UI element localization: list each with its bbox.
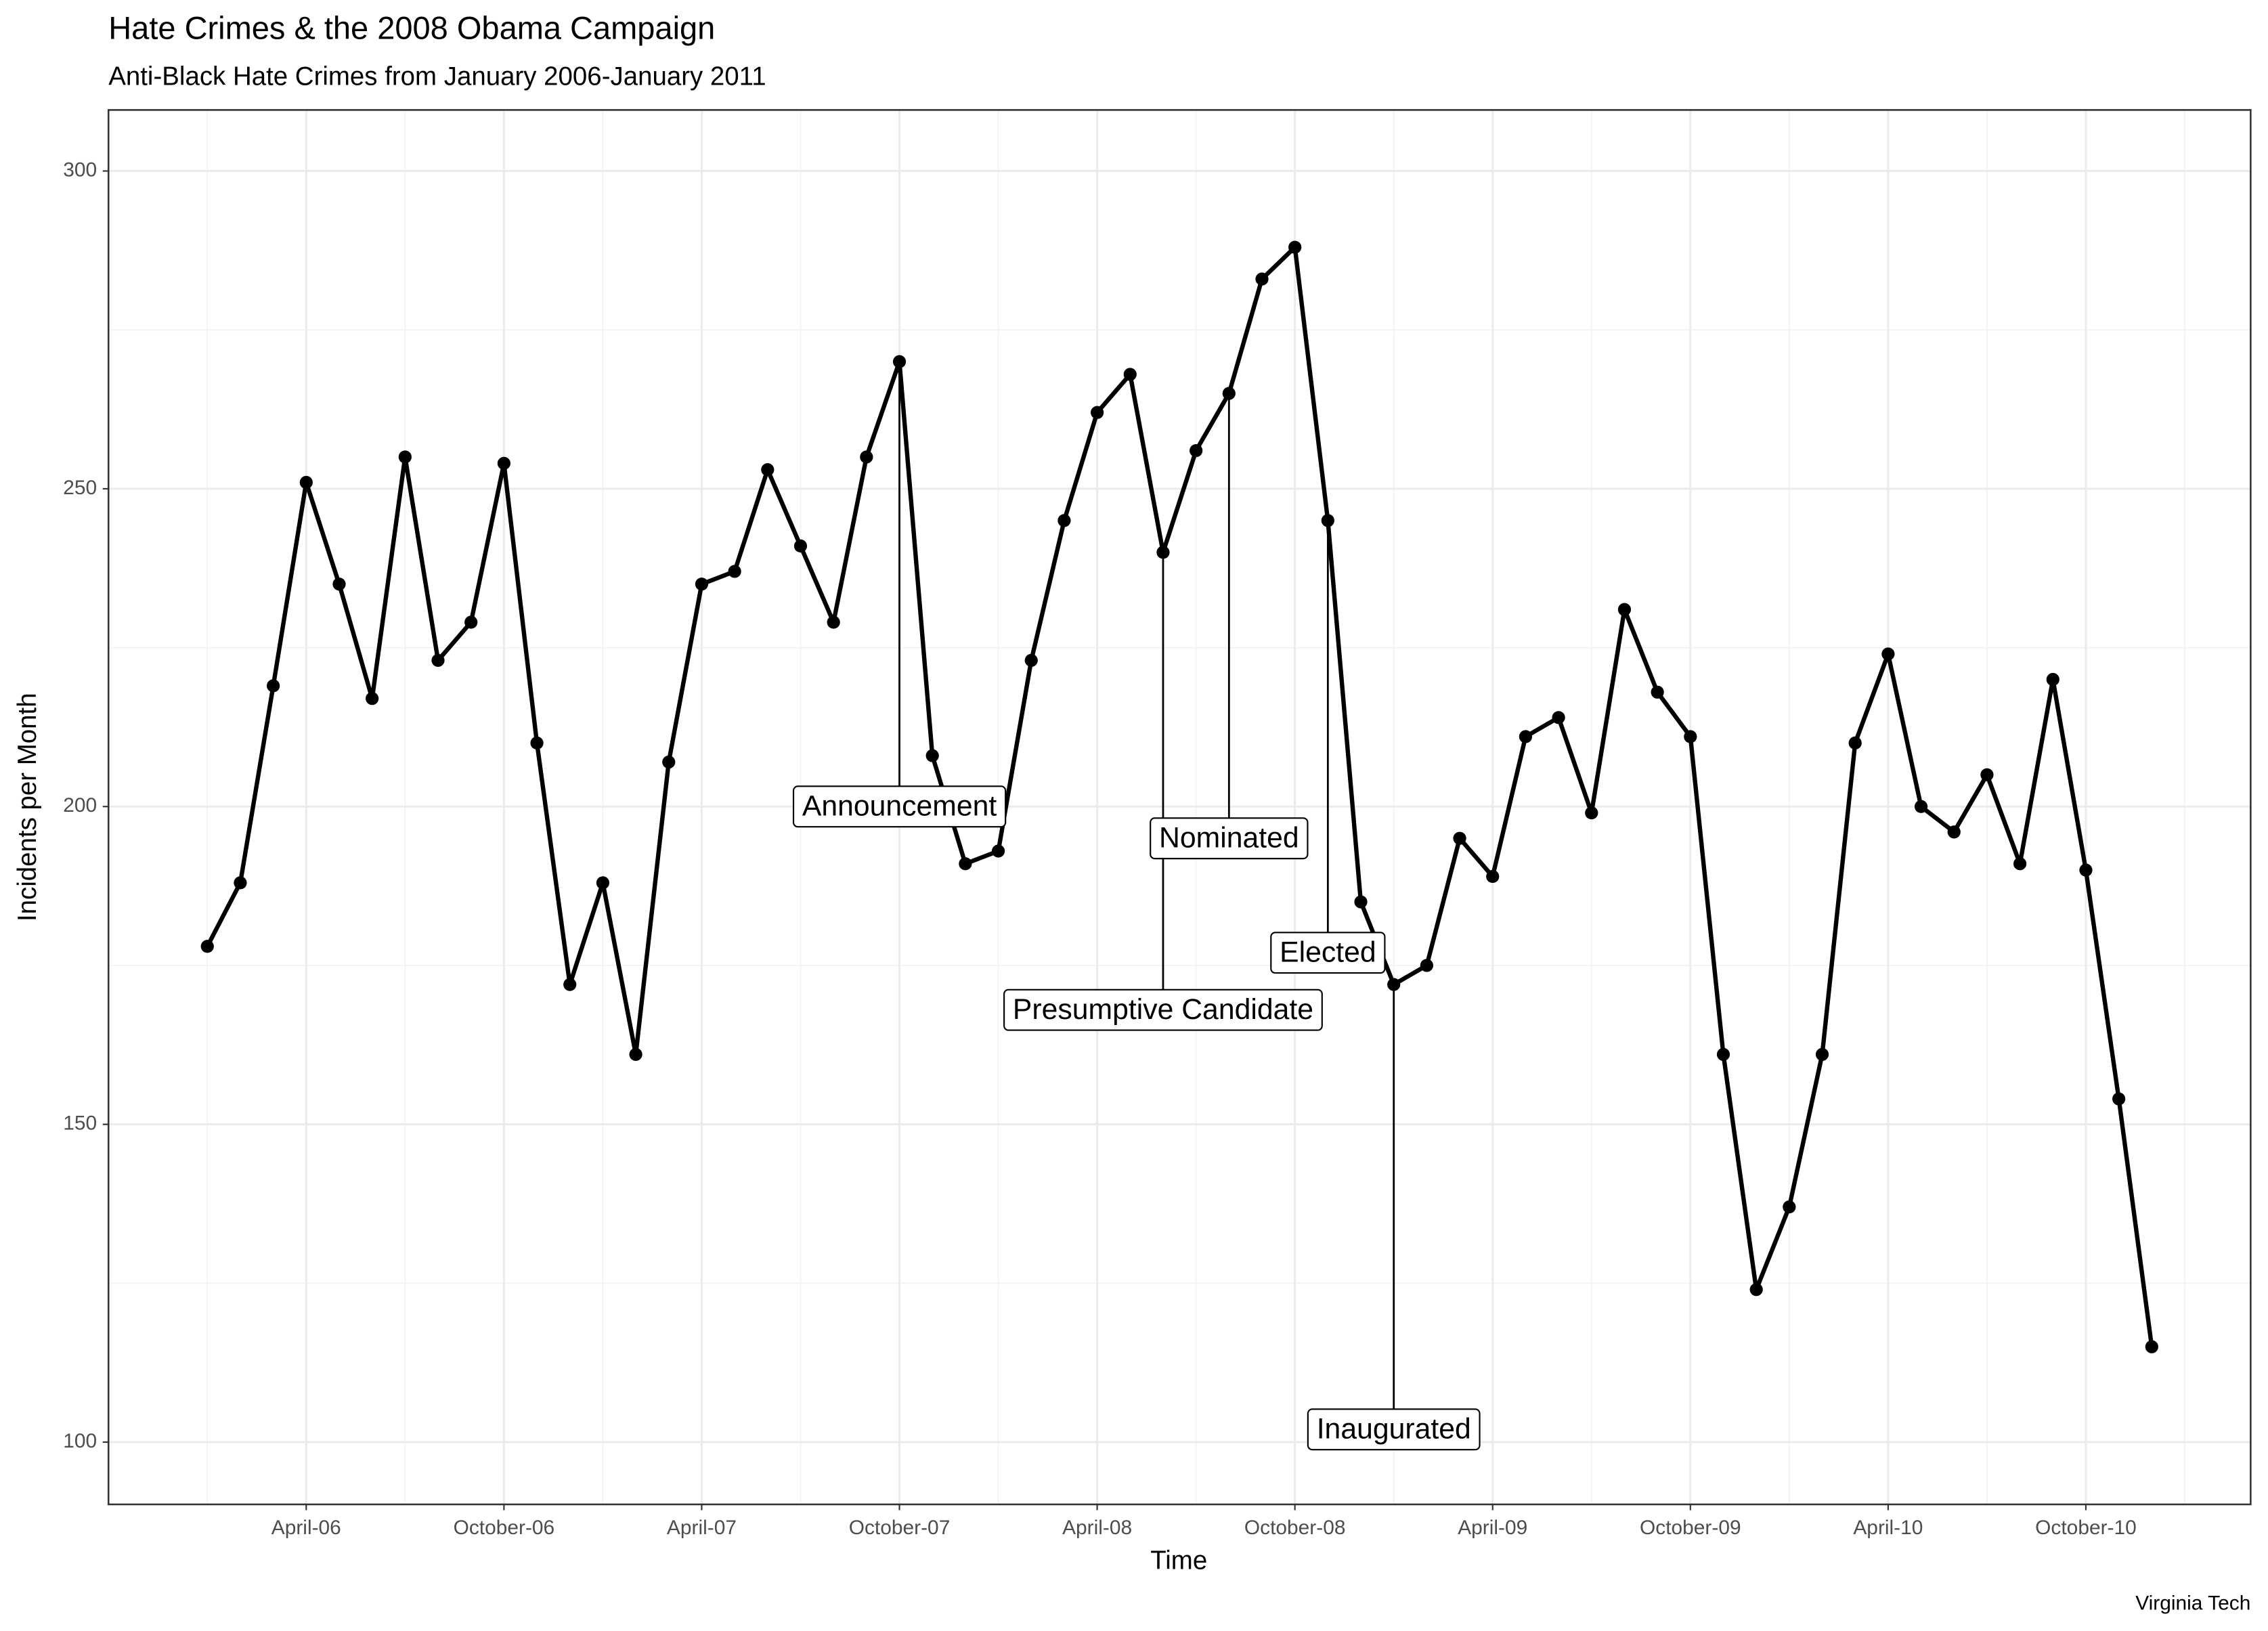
- x-tick-label: April-09: [1458, 1517, 1527, 1539]
- y-tick-label: 200: [63, 794, 97, 817]
- y-axis-title: Incidents per Month: [13, 693, 42, 921]
- data-point: [1585, 806, 1598, 820]
- annotation-label: Presumptive Candidate: [1013, 993, 1313, 1026]
- data-point: [793, 539, 808, 553]
- annotation: Presumptive Candidate: [1003, 988, 1323, 1031]
- data-point: [1156, 546, 1170, 559]
- data-point: [1090, 406, 1104, 419]
- data-point: [1848, 736, 1862, 750]
- data-point: [629, 1047, 642, 1061]
- data-point: [1420, 959, 1434, 972]
- data-point: [2079, 863, 2093, 877]
- data-point: [1486, 869, 1500, 884]
- data-point: [728, 565, 741, 578]
- data-point: [959, 857, 972, 871]
- data-point: [827, 615, 840, 629]
- data-point: [695, 578, 709, 591]
- data-point: [200, 940, 214, 953]
- data-point: [1024, 653, 1038, 667]
- annotation-box: [1150, 817, 1309, 860]
- data-point: [860, 450, 873, 464]
- data-point: [1815, 1047, 1829, 1061]
- chart-title: Hate Crimes & the 2008 Obama Campaign: [108, 9, 715, 45]
- data-point: [2013, 857, 2027, 871]
- plot-border: [107, 109, 2252, 1506]
- data-line: [205, 244, 2154, 1347]
- annotation: Announcement: [792, 785, 1007, 828]
- x-axis-title: Time: [1150, 1546, 1207, 1575]
- data-point: [1057, 514, 1071, 527]
- x-tick-label: April-08: [1062, 1517, 1132, 1539]
- data-point: [563, 978, 577, 991]
- data-point: [1387, 978, 1401, 991]
- caption: Virginia Tech: [2135, 1592, 2250, 1614]
- y-tick-label: 150: [63, 1112, 97, 1135]
- data-point: [1354, 895, 1368, 909]
- annotation-box: [792, 785, 1007, 828]
- data-point: [1123, 368, 1137, 381]
- chart-subtitle: Anti-Black Hate Crimes from January 2006…: [108, 62, 766, 91]
- data-point: [431, 653, 445, 667]
- data-point: [1914, 800, 1928, 813]
- data-point: [398, 450, 412, 464]
- data-point: [1453, 831, 1466, 845]
- annotation-box: [1003, 988, 1323, 1031]
- data-point: [1190, 443, 1203, 458]
- x-tick-label: October-06: [454, 1517, 555, 1539]
- annotation-label: Elected: [1280, 936, 1376, 969]
- x-tick-label: April-07: [667, 1517, 737, 1539]
- data-point: [892, 355, 907, 368]
- x-tick-label: October-10: [2035, 1517, 2137, 1539]
- x-tick-label: October-09: [1640, 1517, 1741, 1539]
- data-point: [596, 876, 610, 890]
- data-point: [332, 578, 346, 591]
- data-point: [1716, 1047, 1730, 1061]
- annotation-label: Inaugurated: [1317, 1413, 1471, 1445]
- annotation: Elected: [1270, 932, 1386, 974]
- data-point: [1947, 825, 1961, 839]
- data-point: [1222, 387, 1236, 400]
- y-tick-label: 300: [63, 158, 97, 181]
- data-point: [299, 475, 313, 490]
- x-tick-label: October-07: [849, 1517, 951, 1539]
- data-point: [530, 736, 544, 750]
- data-point: [1288, 240, 1302, 254]
- data-point: [1980, 768, 1994, 781]
- annotation-box: [1307, 1408, 1481, 1451]
- data-point: [366, 692, 379, 705]
- data-point: [991, 844, 1005, 858]
- x-tick-label: October-08: [1244, 1517, 1346, 1539]
- data-point: [1617, 603, 1632, 616]
- data-point: [662, 755, 676, 769]
- annotation: Inaugurated: [1307, 1408, 1481, 1451]
- data-point: [497, 456, 510, 470]
- data-point: [925, 749, 939, 762]
- y-tick-label: 250: [63, 477, 97, 499]
- annotation: Nominated: [1150, 817, 1309, 860]
- annotation-box: [1270, 932, 1386, 974]
- annotation-label: Announcement: [802, 790, 997, 823]
- data-point: [464, 615, 478, 629]
- data-point: [1651, 685, 1664, 699]
- data-point: [1321, 514, 1334, 527]
- data-point: [1519, 730, 1533, 743]
- data-point: [1749, 1283, 1763, 1297]
- y-tick-label: 100: [63, 1430, 97, 1452]
- data-point: [2046, 672, 2059, 687]
- data-point: [761, 463, 775, 477]
- x-tick-label: April-10: [1853, 1517, 1923, 1539]
- data-point: [1255, 272, 1269, 286]
- data-point: [1783, 1200, 1796, 1214]
- annotation-label: Nominated: [1159, 822, 1299, 854]
- data-point: [267, 679, 280, 693]
- data-point: [2145, 1340, 2158, 1353]
- data-point: [234, 876, 247, 890]
- data-point: [2112, 1092, 2126, 1106]
- x-tick-label: April-06: [271, 1517, 341, 1539]
- data-point: [1552, 711, 1565, 724]
- data-point: [1881, 647, 1895, 661]
- data-point: [1684, 730, 1697, 743]
